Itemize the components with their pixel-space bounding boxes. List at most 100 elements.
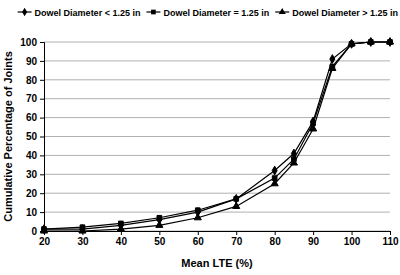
marker <box>386 38 393 44</box>
marker <box>40 227 47 233</box>
tick-label: 80 <box>270 236 282 247</box>
axis-line <box>40 43 45 232</box>
marker <box>195 208 200 213</box>
marker <box>194 214 201 220</box>
series-line <box>44 42 390 231</box>
tick-label: 110 <box>382 236 399 247</box>
legend-marker <box>151 10 156 15</box>
marker <box>329 64 336 70</box>
tick-mark <box>352 231 353 235</box>
x-axis-title: Mean LTE (%) <box>181 257 253 269</box>
grid-line <box>44 193 390 194</box>
marker <box>117 225 124 231</box>
tick-mark <box>40 61 44 62</box>
grid-line <box>44 117 390 118</box>
grid-line <box>44 98 390 99</box>
tick-label: 90 <box>308 236 320 247</box>
tick-mark <box>40 42 44 43</box>
legend-label: Dowel Diameter < 1.25 in <box>35 8 141 18</box>
series-line <box>44 42 390 229</box>
tick-label: 80 <box>26 75 38 86</box>
tick-label: 70 <box>26 93 38 104</box>
tick: 10 <box>26 207 44 218</box>
marker <box>348 40 355 46</box>
tick-label: 70 <box>231 236 243 247</box>
legend-label: Dowel Diameter = 1.25 in <box>163 8 269 18</box>
tick-label: 60 <box>26 112 38 123</box>
tick: 50 <box>26 131 44 142</box>
marker <box>234 197 239 202</box>
tick: 70 <box>26 93 44 104</box>
tick: 80 <box>270 231 282 247</box>
legend-marker <box>279 8 286 14</box>
tick-label: 0 <box>31 226 37 237</box>
tick: 60 <box>193 231 205 247</box>
tick: 40 <box>26 150 44 161</box>
tick-mark <box>40 174 44 175</box>
tick: 110 <box>382 231 399 247</box>
tick-mark <box>40 80 44 81</box>
tick: 60 <box>26 112 44 123</box>
tick-label: 40 <box>26 150 38 161</box>
tick: 70 <box>231 231 243 247</box>
legend-marker <box>22 8 27 17</box>
tick-label: 60 <box>193 236 205 247</box>
tick: 90 <box>308 231 320 247</box>
legend-label: Dowel Diameter > 1.25 in <box>292 8 398 18</box>
marker <box>290 159 297 165</box>
tick-label: 30 <box>77 236 89 247</box>
tick-mark <box>390 231 391 235</box>
marker <box>271 180 278 186</box>
tick-mark <box>313 231 314 235</box>
marker <box>156 221 163 227</box>
tick-mark <box>40 193 44 194</box>
marker <box>233 202 240 208</box>
tick-label: 40 <box>116 236 128 247</box>
tick-mark <box>159 231 160 235</box>
legend-item: Dowel Diameter > 1.25 in <box>275 8 398 18</box>
marker <box>79 227 86 233</box>
legend-item: Dowel Diameter = 1.25 in <box>146 8 269 18</box>
tick-label: 10 <box>26 207 38 218</box>
tick: 90 <box>26 56 44 67</box>
tick-label: 90 <box>26 56 38 67</box>
marker <box>367 38 374 44</box>
tick: 40 <box>116 231 128 247</box>
marker <box>310 125 317 131</box>
grid-line <box>44 79 390 80</box>
legend-item: Dowel Diameter < 1.25 in <box>18 8 141 18</box>
tick-label: 30 <box>26 169 38 180</box>
tick: 100 <box>20 37 44 48</box>
grid <box>44 42 390 231</box>
tick-mark <box>236 231 237 235</box>
grid-line <box>44 174 390 175</box>
x-axis: 20 30 40 50 60 70 80 90 100 110 <box>39 231 399 247</box>
grid-line <box>44 155 390 156</box>
tick-label: 50 <box>26 131 38 142</box>
grid-line <box>44 136 390 137</box>
tick: 80 <box>26 75 44 86</box>
tick-mark <box>40 118 44 119</box>
tick-mark <box>40 155 44 156</box>
series-group <box>40 38 393 234</box>
tick-label: 100 <box>344 236 361 247</box>
tick: 20 <box>26 188 44 199</box>
marker <box>272 166 277 175</box>
tick-mark <box>40 212 44 213</box>
y-axis: 0 10 20 30 40 50 60 70 80 90 100 <box>20 37 44 237</box>
tick-mark <box>198 231 199 235</box>
tick-label: 100 <box>20 37 37 48</box>
tick: 30 <box>26 169 44 180</box>
series-line <box>44 42 390 229</box>
tick-label: 20 <box>39 236 51 247</box>
plot-area: 20 30 40 50 60 70 80 90 100 110 0 10 20 30 40 50 60 70 80 9… <box>20 37 399 247</box>
marker <box>330 55 335 64</box>
legend: Dowel Diameter < 1.25 in Dowel Diameter =… <box>18 8 398 18</box>
tick-mark <box>40 137 44 138</box>
grid-line <box>44 42 390 43</box>
marker <box>157 215 162 220</box>
tick-mark <box>40 99 44 100</box>
chart: 20 30 40 50 60 70 80 90 100 110 0 10 20 30 40 50 60 70 80 9… <box>0 0 400 275</box>
tick-label: 50 <box>154 236 166 247</box>
tick: 100 <box>344 231 361 247</box>
